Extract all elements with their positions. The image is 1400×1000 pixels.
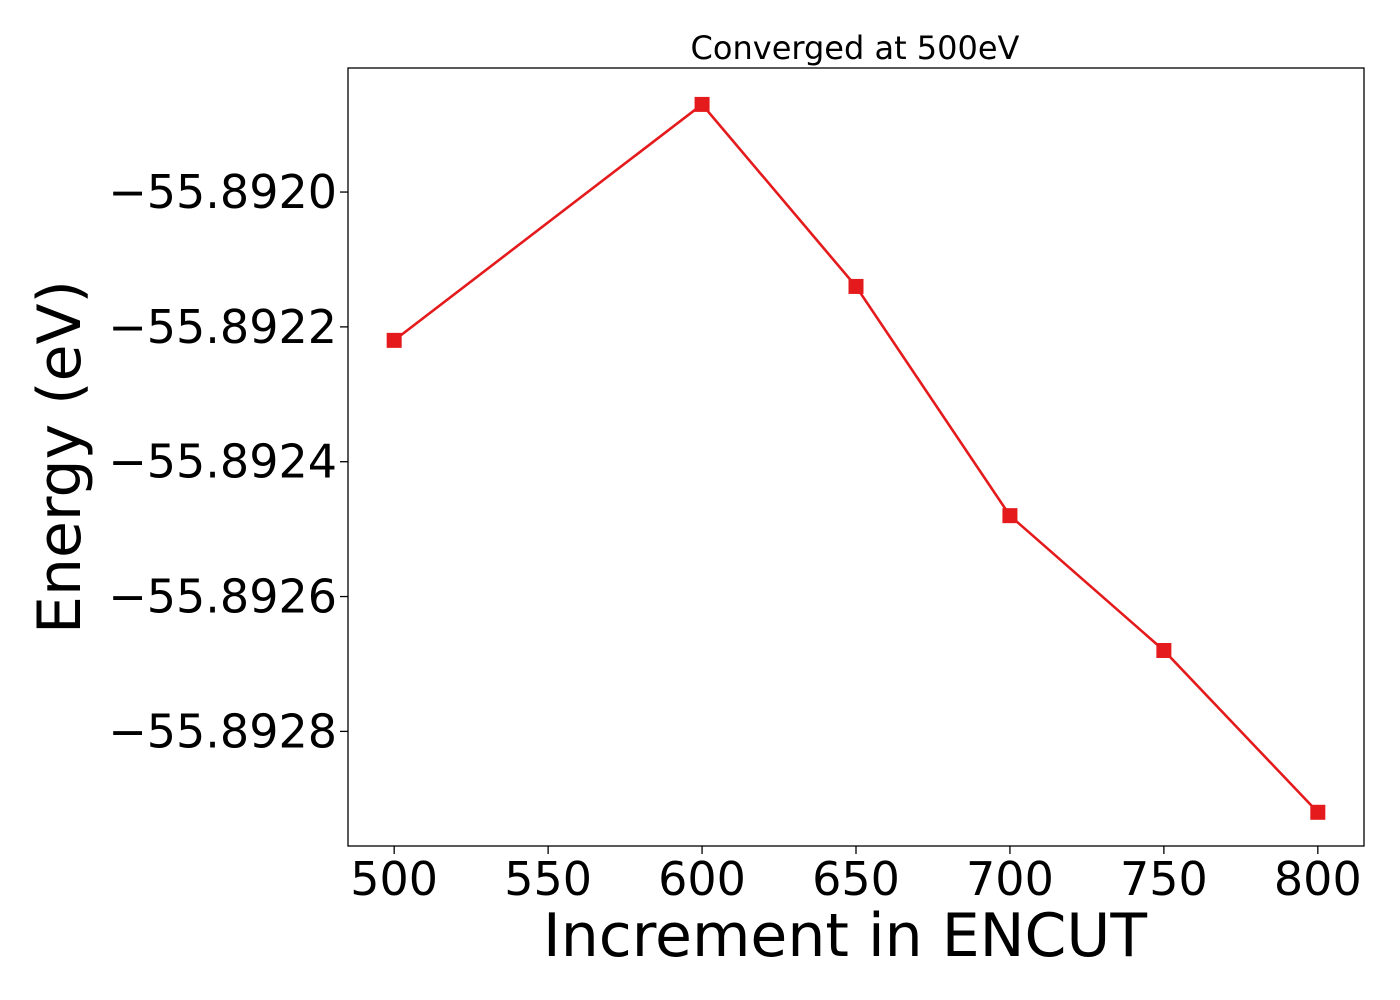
- data-point-marker: [386, 332, 402, 348]
- data-point-marker: [1156, 642, 1172, 658]
- data-point-marker: [694, 96, 710, 112]
- x-tick-label: 650: [812, 852, 900, 906]
- x-axis-title: Increment in ENCUT: [543, 901, 1147, 971]
- chart-title: Converged at 500eV: [691, 29, 1020, 67]
- data-point-marker: [848, 278, 864, 294]
- x-tick-label: 500: [350, 852, 438, 906]
- series-line: [393, 102, 1319, 814]
- y-tick-label: −55.8928: [108, 704, 337, 758]
- data-point-marker: [1310, 804, 1326, 820]
- y-axis-ticks: −55.8920 −55.8922 −55.8924 −55.8926 −55.8928: [108, 165, 348, 758]
- x-tick-label: 600: [658, 852, 746, 906]
- x-tick-label: 750: [1120, 852, 1208, 906]
- series-layer: [386, 96, 1326, 820]
- y-tick-label: −55.8926: [108, 570, 337, 624]
- x-axis-ticks: 500 550 600 650 700 750 800: [350, 846, 1362, 906]
- y-axis-title: Energy (eV): [25, 280, 95, 634]
- plot-frame: [347, 67, 1365, 847]
- x-tick-label: 700: [966, 852, 1054, 906]
- x-tick-label: 550: [504, 852, 592, 906]
- y-tick-label: −55.8920: [108, 165, 337, 219]
- x-tick-label: 800: [1274, 852, 1362, 906]
- data-point-marker: [1002, 508, 1018, 524]
- y-tick-label: −55.8922: [108, 300, 337, 354]
- y-tick-label: −55.8924: [108, 435, 337, 489]
